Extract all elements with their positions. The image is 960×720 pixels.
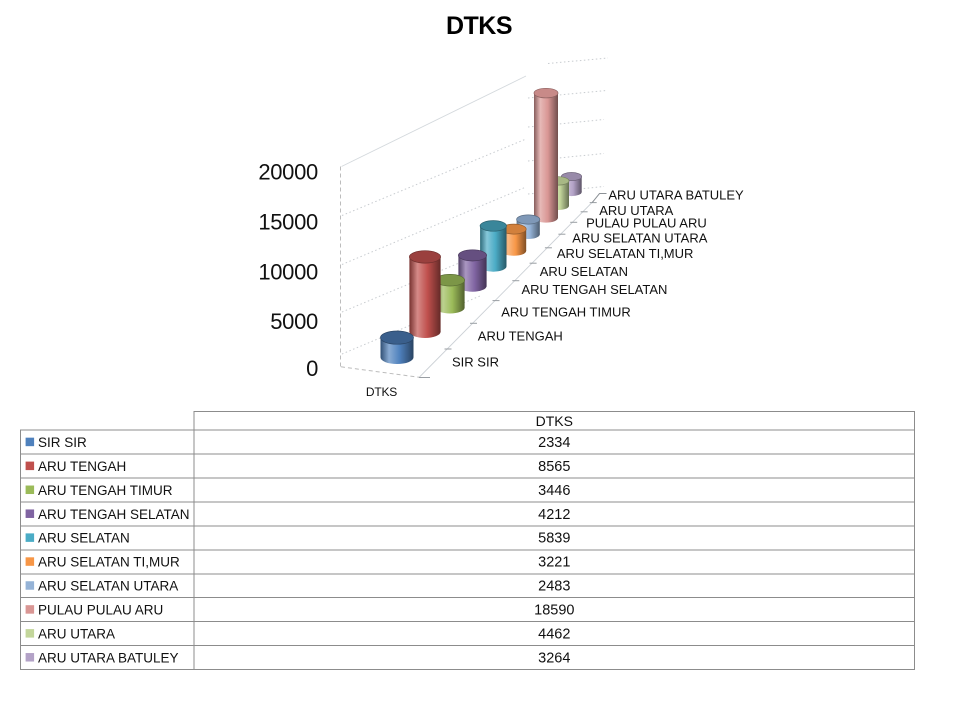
svg-text:3221: 3221: [538, 555, 570, 571]
svg-text:ARU SELATAN: ARU SELATAN: [38, 531, 130, 546]
svg-text:15000: 15000: [258, 210, 318, 235]
svg-text:ARU UTARA BATULEY: ARU UTARA BATULEY: [608, 188, 744, 203]
svg-text:PULAU PULAU ARU: PULAU PULAU ARU: [586, 216, 707, 231]
svg-text:ARU SELATAN UTARA: ARU SELATAN UTARA: [38, 579, 178, 594]
svg-text:ARU TENGAH: ARU TENGAH: [478, 329, 563, 344]
svg-text:PULAU PULAU ARU: PULAU PULAU ARU: [38, 602, 163, 617]
svg-text:2483: 2483: [538, 579, 570, 595]
svg-text:4212: 4212: [538, 507, 570, 523]
svg-text:ARU TENGAH SELATAN: ARU TENGAH SELATAN: [38, 507, 190, 522]
svg-text:4462: 4462: [538, 626, 570, 642]
svg-text:DTKS: DTKS: [366, 385, 397, 399]
svg-text:ARU SELATAN UTARA: ARU SELATAN UTARA: [572, 231, 707, 246]
svg-text:3446: 3446: [538, 483, 570, 499]
svg-text:5839: 5839: [538, 531, 570, 547]
svg-text:ARU TENGAH TIMUR: ARU TENGAH TIMUR: [38, 483, 173, 498]
svg-text:ARU SELATAN TI,MUR: ARU SELATAN TI,MUR: [557, 246, 694, 261]
svg-text:ARU TENGAH TIMUR: ARU TENGAH TIMUR: [501, 305, 631, 320]
svg-text:10000: 10000: [258, 260, 318, 285]
svg-text:ARU TENGAH: ARU TENGAH: [38, 459, 126, 474]
svg-text:DTKS: DTKS: [446, 12, 512, 40]
svg-text:ARU UTARA: ARU UTARA: [599, 203, 673, 218]
svg-text:SIR SIR: SIR SIR: [452, 355, 499, 370]
svg-text:ARU SELATAN: ARU SELATAN: [540, 264, 628, 279]
svg-text:SIR SIR: SIR SIR: [38, 435, 87, 450]
svg-text:18590: 18590: [534, 602, 574, 618]
svg-text:ARU UTARA BATULEY: ARU UTARA BATULEY: [38, 650, 179, 665]
svg-text:8565: 8565: [538, 459, 570, 475]
svg-text:5000: 5000: [270, 309, 318, 334]
svg-text:3264: 3264: [538, 650, 570, 666]
svg-text:20000: 20000: [258, 160, 318, 185]
svg-text:2334: 2334: [538, 435, 570, 451]
svg-text:ARU SELATAN TI,MUR: ARU SELATAN TI,MUR: [38, 555, 180, 570]
svg-text:DTKS: DTKS: [536, 413, 573, 429]
svg-text:0: 0: [306, 356, 318, 381]
svg-text:ARU TENGAH SELATAN: ARU TENGAH SELATAN: [522, 282, 668, 297]
svg-text:ARU UTARA: ARU UTARA: [38, 626, 115, 641]
